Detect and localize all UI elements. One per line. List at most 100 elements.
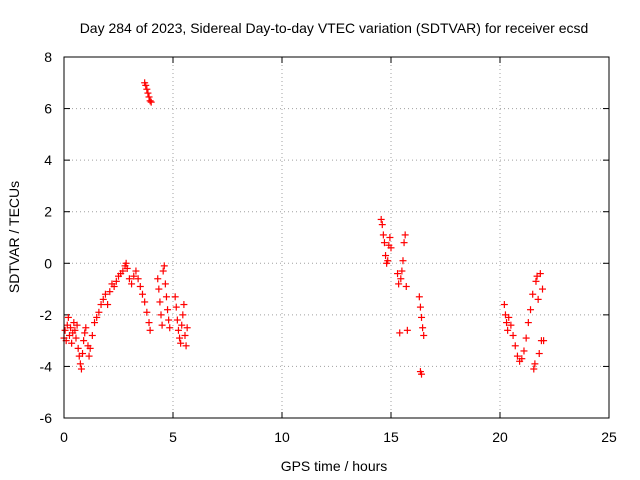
data-point bbox=[524, 319, 532, 327]
plot-frame bbox=[63, 56, 610, 419]
data-point bbox=[535, 350, 543, 358]
data-point bbox=[145, 319, 153, 327]
data-point bbox=[73, 321, 81, 329]
data-point bbox=[531, 360, 539, 368]
data-point bbox=[509, 331, 517, 339]
tick-labels: 0 5 10 15 20 25 -6 -4 -2 0 2 4 6 8 bbox=[40, 49, 617, 445]
data-point bbox=[95, 308, 103, 316]
data-point bbox=[141, 298, 149, 306]
data-point bbox=[155, 285, 163, 293]
data-point bbox=[171, 293, 179, 301]
chart-title: Day 284 of 2023, Sidereal Day-to-day VTE… bbox=[80, 20, 589, 36]
data-point bbox=[64, 313, 72, 321]
data-point bbox=[81, 329, 89, 337]
data-point bbox=[173, 316, 181, 324]
y-tick-label: 8 bbox=[44, 49, 52, 65]
data-point bbox=[82, 324, 90, 332]
x-axis-label: GPS time / hours bbox=[281, 458, 388, 474]
x-tick-label: 0 bbox=[60, 429, 68, 445]
data-point bbox=[76, 360, 84, 368]
data-point bbox=[181, 331, 189, 339]
data-point bbox=[158, 321, 166, 329]
data-point bbox=[522, 334, 530, 342]
x-tick-label: 25 bbox=[601, 429, 617, 445]
data-point bbox=[180, 301, 188, 309]
data-point bbox=[399, 257, 407, 265]
data-point bbox=[513, 352, 521, 360]
data-point bbox=[179, 311, 187, 319]
data-point bbox=[110, 282, 118, 290]
data-point bbox=[80, 337, 88, 345]
data-point bbox=[142, 81, 150, 89]
data-point bbox=[504, 326, 512, 334]
data-point bbox=[396, 329, 404, 337]
data-point bbox=[128, 280, 136, 288]
x-tick-label: 15 bbox=[383, 429, 399, 445]
data-point bbox=[97, 301, 105, 309]
data-point bbox=[71, 326, 79, 334]
data-point bbox=[104, 301, 112, 309]
data-point bbox=[101, 290, 109, 298]
data-point bbox=[511, 342, 519, 350]
data-point bbox=[61, 326, 69, 334]
data-point bbox=[123, 264, 131, 272]
data-point bbox=[377, 215, 385, 223]
data-point bbox=[99, 295, 107, 303]
data-point bbox=[125, 275, 133, 283]
data-point bbox=[165, 316, 173, 324]
data-point bbox=[130, 272, 138, 280]
data-point bbox=[162, 293, 170, 301]
data-point bbox=[177, 339, 185, 347]
data-point bbox=[520, 347, 528, 355]
data-point bbox=[91, 319, 99, 327]
data-point bbox=[402, 282, 410, 290]
data-point bbox=[418, 313, 426, 321]
y-tick-label: -6 bbox=[40, 410, 53, 426]
data-point bbox=[157, 311, 165, 319]
x-tick-label: 20 bbox=[492, 429, 508, 445]
data-point bbox=[400, 239, 408, 247]
data-point bbox=[146, 97, 154, 105]
data-point bbox=[420, 331, 428, 339]
data-point bbox=[174, 326, 182, 334]
data-point bbox=[146, 326, 154, 334]
data-point bbox=[507, 321, 515, 329]
data-point bbox=[159, 267, 167, 275]
data-point bbox=[79, 350, 87, 358]
grid-lines bbox=[64, 57, 609, 418]
data-point bbox=[93, 313, 101, 321]
data-point bbox=[136, 282, 144, 290]
data-point bbox=[164, 306, 172, 314]
data-point bbox=[145, 93, 153, 101]
data-point bbox=[503, 319, 511, 327]
y-tick-label: 2 bbox=[44, 204, 52, 220]
data-point bbox=[132, 267, 140, 275]
y-tick-label: 6 bbox=[44, 101, 52, 117]
data-point bbox=[384, 257, 392, 265]
data-point bbox=[534, 295, 542, 303]
data-point bbox=[182, 342, 190, 350]
data-point bbox=[401, 231, 409, 239]
data-point bbox=[539, 285, 547, 293]
data-point bbox=[398, 267, 406, 275]
data-point bbox=[143, 308, 151, 316]
data-point bbox=[106, 288, 114, 296]
data-point bbox=[178, 321, 186, 329]
data-point bbox=[112, 277, 120, 285]
y-axis-label: SDTVAR / TECUs bbox=[6, 181, 22, 293]
data-point bbox=[172, 303, 180, 311]
data-point bbox=[386, 234, 394, 241]
data-point bbox=[134, 275, 142, 283]
x-tick-label: 5 bbox=[169, 429, 177, 445]
data-point bbox=[144, 89, 152, 97]
data-point bbox=[540, 337, 548, 345]
data-point bbox=[418, 370, 426, 378]
data-point bbox=[532, 277, 540, 285]
data-point bbox=[86, 344, 94, 352]
data-point bbox=[119, 267, 127, 275]
data-point bbox=[156, 298, 164, 306]
data-point bbox=[397, 275, 405, 283]
data-point bbox=[529, 290, 537, 298]
